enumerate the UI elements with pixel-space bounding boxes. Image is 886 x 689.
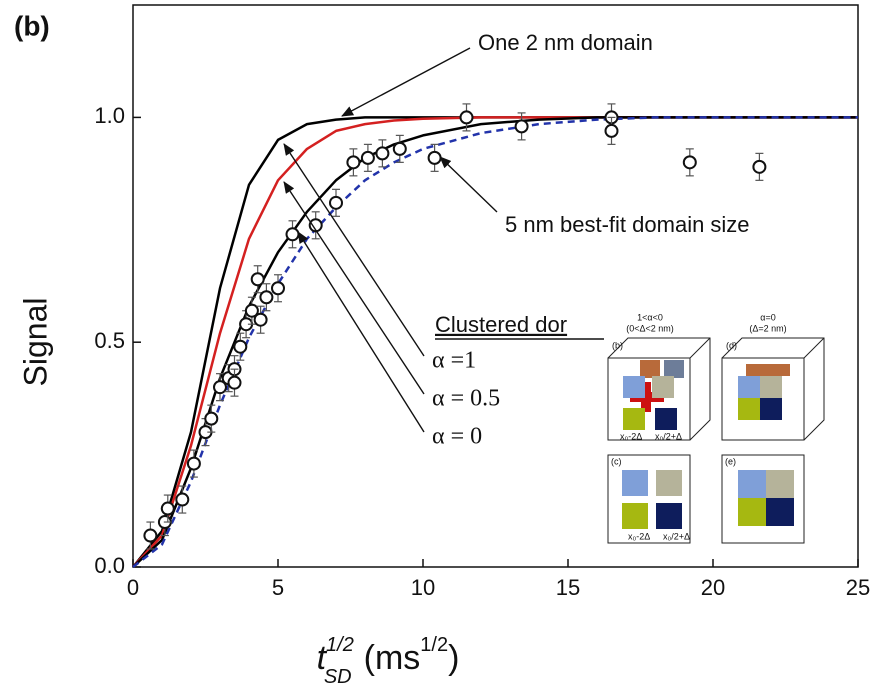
legend-title-group: Clustered dor: [435, 312, 604, 340]
annotation: 5 nm best-fit domain size: [505, 212, 750, 237]
inset-label: (Δ=2 nm): [749, 323, 786, 333]
inset-label: 1<α<0: [637, 312, 663, 322]
annotation: α =1: [432, 348, 476, 374]
annotation: α = 0: [432, 424, 482, 450]
data-point: [360, 150, 375, 165]
data-point: [427, 150, 442, 165]
data-point: [329, 195, 343, 210]
data-point: [227, 375, 242, 390]
data-point: [213, 380, 227, 395]
inset-dim: x₀-2Δ: [620, 431, 642, 441]
x-label-unit: (ms: [364, 639, 421, 677]
annotation-arrows: [283, 47, 498, 433]
data-point: [250, 272, 265, 287]
x-tick-label: 15: [556, 575, 580, 600]
annotation: One 2 nm domain: [478, 30, 653, 55]
curve: [132, 116, 858, 568]
x-label-unit-sup: 1/2: [420, 634, 448, 656]
data-point: [259, 290, 274, 305]
inset-dim: x₀/2+Δ: [663, 531, 690, 541]
data-point: [271, 281, 285, 296]
data-point: [143, 528, 158, 543]
panel-label: (b): [14, 10, 50, 41]
plot-frame: [132, 4, 859, 568]
data-point: [752, 159, 767, 174]
x-label-base: t: [317, 639, 328, 677]
data-point: [375, 146, 390, 161]
x-tick-label: 0: [127, 575, 139, 600]
inset-panel: (e): [725, 456, 736, 466]
y-axis-label: Signal: [17, 298, 53, 387]
x-label-close: ): [448, 639, 459, 677]
data-point: [308, 218, 323, 233]
y-tick-label: 1.0: [94, 103, 125, 128]
inset-label: α=0: [760, 312, 775, 322]
inset-panel: (b): [612, 340, 623, 350]
y-tick-label: 0.5: [94, 328, 125, 353]
x-tick-label: 10: [411, 575, 435, 600]
data-point: [244, 303, 259, 318]
inset-dim: x₀-2Δ: [628, 531, 650, 541]
curve: [132, 116, 858, 568]
data-point: [346, 155, 361, 170]
inset: 1<α<0 (0<Δ<2 nm) α=0 (Δ=2 nm) (b) (d) (c…: [605, 308, 857, 548]
inset-label: (0<Δ<2 nm): [626, 323, 674, 333]
data-point: [682, 155, 697, 170]
plot-area: 0 5 10 15 20 25 0.0 0.5 1.0: [94, 4, 870, 600]
inset-dim: x₀/2+Δ: [655, 431, 682, 441]
x-axis-label: t1/2 SD(ms1/2): [317, 634, 460, 688]
data-point: [285, 227, 300, 242]
data-point: [604, 123, 619, 138]
data-point: [253, 312, 268, 327]
data-point: [459, 110, 474, 125]
x-tick-label: 5: [272, 575, 284, 600]
x-tick-label: 25: [846, 575, 870, 600]
data-point: [392, 141, 407, 156]
inset-panel: (c): [611, 456, 622, 466]
x-label-sub: SD: [324, 666, 352, 688]
inset-panel: (d): [726, 340, 737, 350]
data-point: [233, 339, 248, 354]
data-point: [514, 119, 529, 134]
y-tick-label: 0.0: [94, 553, 125, 578]
legend-title: Clustered dor: [435, 312, 567, 337]
data-point: [160, 501, 175, 516]
x-tick-label: 20: [701, 575, 725, 600]
annotation: α = 0.5: [432, 386, 500, 412]
x-label-sup: 1/2: [326, 634, 354, 656]
data-point: [186, 456, 201, 471]
data-point: [175, 492, 190, 507]
data-point: [204, 411, 219, 426]
